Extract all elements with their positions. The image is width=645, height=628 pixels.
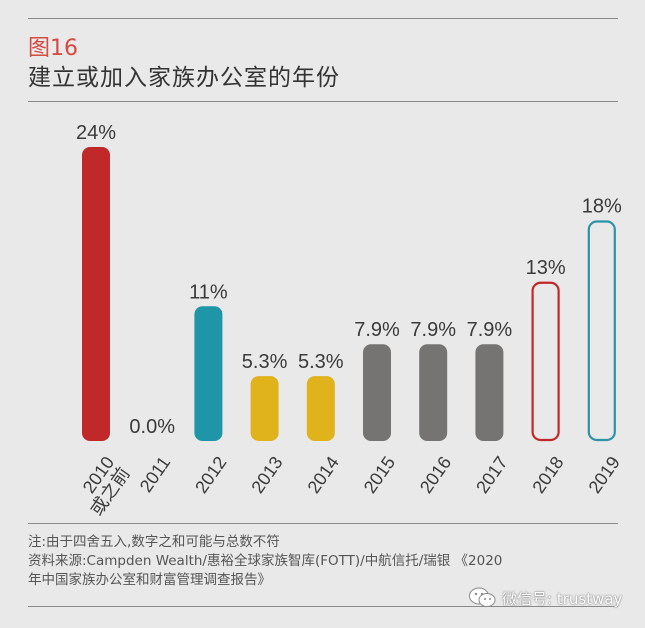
- tick-label-2015: 2015: [360, 453, 399, 497]
- value-label-2018: 13%: [526, 257, 566, 279]
- value-label-2012: 11%: [189, 281, 228, 303]
- bar-2014: [306, 376, 335, 441]
- tick-label-2017: 2017: [472, 453, 511, 497]
- tick-label-2016: 2016: [416, 453, 455, 497]
- notes-rule: [28, 523, 618, 524]
- value-label-2014: 5.3%: [298, 351, 344, 373]
- rounding-note: 注:由于四舍五入,数字之和可能与总数不符: [28, 534, 280, 550]
- watermark-text: 微信号: trustway: [502, 589, 623, 608]
- watermark: 微信号: trustway: [468, 586, 622, 610]
- notes: 注:由于四舍五入,数字之和可能与总数不符 资料来源:Campden Wealth…: [28, 533, 502, 590]
- top-rule: [28, 18, 618, 19]
- bar-2010或之前: [82, 147, 110, 441]
- value-label-2016: 7.9%: [410, 319, 456, 341]
- value-label-2010或之前: 24%: [76, 122, 116, 144]
- tick-label-2014: 2014: [304, 453, 343, 497]
- value-label-2015: 7.9%: [354, 319, 400, 341]
- tick-label-2010或之前: 2010或之前: [71, 453, 134, 520]
- bottom-rule: [28, 606, 618, 607]
- bar-2017: [475, 344, 504, 441]
- wechat-icon: [469, 587, 496, 607]
- figure-title: 建立或加入家族办公室的年份: [28, 65, 340, 91]
- bar-2013: [250, 376, 279, 441]
- tick-label-2018: 2018: [528, 453, 567, 497]
- tick-label-2011: 2011: [136, 453, 175, 496]
- bar-2018: [531, 281, 560, 442]
- source-line-1: 资料来源:Campden Wealth/惠裕全球家族智库(FOTT)/中航信托/…: [28, 553, 503, 569]
- bar-2015: [363, 344, 391, 441]
- tick-label-2019: 2019: [585, 453, 624, 497]
- bar-2019: [587, 220, 616, 442]
- value-label-2017: 7.9%: [467, 319, 513, 341]
- source-line-2: 年中国家族办公室和财富管理调查报告》: [28, 572, 271, 588]
- tick-label-2013: 2013: [247, 453, 286, 497]
- value-label-2011: 0.0%: [129, 416, 175, 438]
- figure-label: 图16: [28, 36, 78, 61]
- value-label-2019: 18%: [582, 196, 622, 218]
- bar-2016: [419, 344, 448, 441]
- title-rule: [28, 101, 618, 102]
- bar-chart: 24% 2010或之前 0.0% 2011 11% 2012 5.3% 2013 5.3% 201…: [71, 122, 624, 520]
- bar-2012: [194, 306, 223, 441]
- tick-label-2012: 2012: [191, 453, 230, 497]
- value-label-2013: 5.3%: [242, 351, 288, 373]
